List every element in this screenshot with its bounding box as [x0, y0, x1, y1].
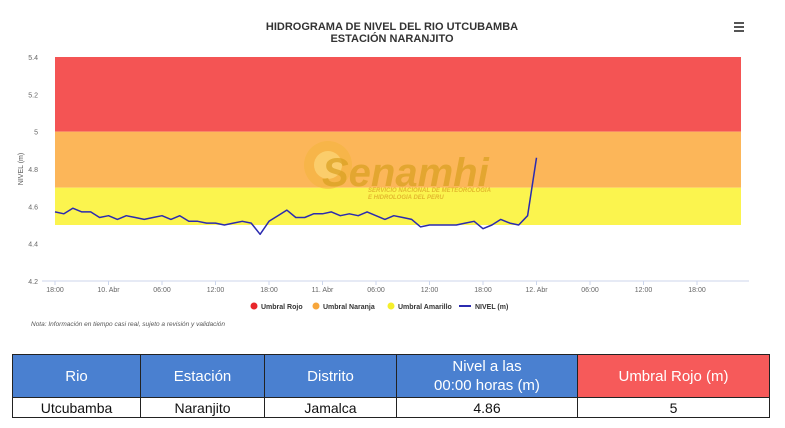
x-tick-label: 06:00 — [581, 287, 599, 294]
legend-item: Umbral Rojo — [250, 302, 303, 311]
header-distrito: Distrito — [264, 354, 397, 398]
legend-dot-icon — [312, 302, 320, 310]
x-tick-label: 18:00 — [474, 287, 492, 294]
station-table: Rio Estación Distrito Nivel a las 00:00 … — [12, 354, 770, 418]
y-tick-label: 5.4 — [28, 55, 38, 62]
x-tick-label: 12:00 — [421, 287, 439, 294]
x-tick-label: 18:00 — [688, 287, 706, 294]
legend-dot-icon — [387, 302, 395, 310]
y-tick-label: 4.2 — [28, 279, 38, 286]
x-tick-label: 18:00 — [260, 287, 278, 294]
x-tick-label: 12. Abr — [525, 287, 548, 294]
legend-dot-icon — [250, 302, 258, 310]
legend-label: Umbral Rojo — [261, 304, 303, 311]
cell-distrito: Jamalca — [264, 397, 397, 418]
legend-item: Umbral Amarillo — [387, 302, 452, 311]
threshold-band-0 — [55, 57, 741, 132]
threshold-band-1 — [55, 131, 741, 188]
watermark-line2: E HIDROLOGÍA DEL PERÚ — [368, 194, 444, 201]
chart-note: Nota: Información en tiempo casi real, s… — [31, 321, 225, 328]
chart-title: HIDROGRAMA DE NIVEL DEL RIO UTCUBAMBA — [266, 21, 518, 33]
x-tick-label: 12:00 — [207, 287, 225, 294]
x-tick-label: 06:00 — [367, 287, 385, 294]
header-nivel: Nivel a las 00:00 horas (m) — [396, 354, 578, 398]
nivel-series-line-0 — [54, 157, 538, 236]
chart-svg: Senamhi SERVICIO NACIONAL DE METEOROLOGÍ… — [18, 21, 749, 328]
x-tick-label: 10. Abr — [97, 287, 120, 294]
hydrograph-chart: Senamhi SERVICIO NACIONAL DE METEOROLOGÍ… — [18, 20, 750, 328]
watermark-line1: SERVICIO NACIONAL DE METEOROLOGÍA — [368, 187, 491, 194]
header-estacion: Estación — [140, 354, 265, 398]
table-row: Utcubamba Naranjito Jamalca 4.86 5 — [12, 397, 770, 418]
legend-label: Umbral Naranja — [323, 304, 375, 311]
y-tick-label: 5 — [34, 130, 38, 137]
y-tick-label: 4.4 — [28, 242, 38, 249]
header-umbral-rojo: Umbral Rojo (m) — [577, 354, 770, 398]
header-rio: Rio — [12, 354, 141, 398]
y-tick-label: 5.2 — [28, 92, 38, 99]
x-tick-label: 12:00 — [635, 287, 653, 294]
cell-nivel: 4.86 — [396, 397, 578, 418]
header-nivel-line2: 00:00 horas (m) — [434, 377, 540, 394]
sun-logo-core — [314, 151, 342, 179]
y-axis-label: NIVEL (m) — [18, 153, 25, 185]
y-tick-label: 4.6 — [28, 204, 38, 211]
legend-label: NIVEL (m) — [475, 304, 508, 311]
chart-subtitle: ESTACIÓN NARANJITO — [330, 32, 453, 45]
x-tick-label: 11. Abr — [312, 287, 334, 294]
table-header-row: Rio Estación Distrito Nivel a las 00:00 … — [12, 354, 770, 398]
x-tick-label: 18:00 — [46, 287, 64, 294]
legend-item: Umbral Naranja — [312, 302, 375, 311]
y-tick-label: 4.8 — [28, 167, 38, 174]
x-tick-label: 06:00 — [153, 287, 171, 294]
senamhi-watermark: Senamhi SERVICIO NACIONAL DE METEOROLOGÍ… — [304, 141, 491, 201]
watermark-brand: Senamhi — [322, 151, 490, 195]
cell-rio: Utcubamba — [12, 397, 141, 418]
header-nivel-line1: Nivel a las — [452, 358, 522, 375]
hamburger-menu-icon[interactable] — [734, 20, 750, 36]
legend-item: NIVEL (m) — [459, 304, 508, 311]
cell-estacion: Naranjito — [140, 397, 265, 418]
cell-umbral: 5 — [577, 397, 770, 418]
legend-label: Umbral Amarillo — [398, 304, 452, 311]
